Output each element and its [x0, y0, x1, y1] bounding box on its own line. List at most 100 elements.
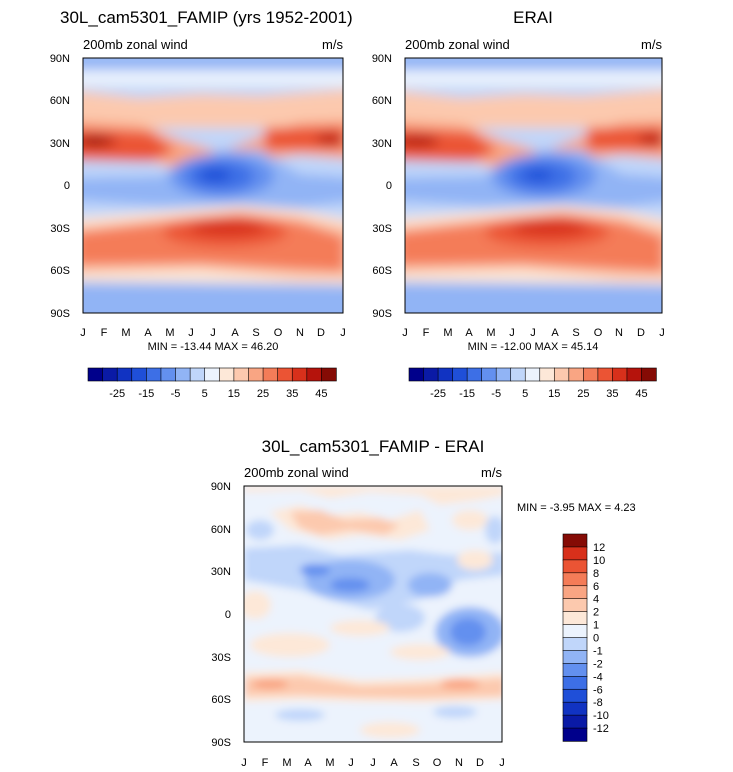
variable-label: 200mb zonal wind	[83, 37, 188, 52]
colorbar-swatch	[597, 367, 614, 382]
x-tick-label: J	[340, 327, 346, 339]
plot-frame	[404, 57, 663, 314]
x-tick-label: S	[412, 757, 419, 769]
colorbar-swatch	[233, 367, 250, 382]
colorbar-tick-label: 45	[635, 388, 647, 400]
colorbar-swatch	[160, 367, 177, 382]
variable-label: 200mb zonal wind	[244, 465, 349, 480]
x-tick-label: F	[101, 327, 108, 339]
colorbar-swatch	[189, 367, 206, 382]
colorbar-swatch	[321, 367, 337, 382]
y-tick-label: 60N	[211, 524, 231, 536]
colorbar-swatch	[562, 688, 588, 703]
wind-field	[405, 58, 662, 313]
colorbar-swatch	[562, 624, 588, 639]
panel-model: 30L_cam5301_FAMIP (yrs 1952-2001) 200mb …	[50, 8, 353, 400]
x-tick-label: J	[509, 327, 515, 339]
colorbar-swatch	[481, 367, 497, 382]
colorbar-tick-label: 8	[593, 568, 599, 580]
colorbar-swatch	[175, 367, 191, 382]
x-tick-label: S	[252, 327, 259, 339]
colorbar-tick-label: -12	[593, 723, 609, 735]
y-tick-label: 60N	[50, 95, 70, 107]
x-tick-label: F	[423, 327, 430, 339]
colorbar-tick-label: 0	[593, 633, 599, 645]
colorbar-swatch	[204, 367, 220, 382]
colorbar-swatch	[248, 367, 264, 382]
colorbar	[408, 367, 657, 382]
colorbar-swatch	[466, 367, 483, 382]
colorbar-swatch	[510, 367, 526, 382]
colorbar-tick-label: -2	[593, 658, 603, 670]
colorbar-swatch	[562, 533, 588, 548]
y-tick-label: 90S	[211, 737, 231, 749]
x-tick-label: D	[317, 327, 325, 339]
min-max-stats: MIN = -3.95 MAX = 4.23	[517, 502, 636, 514]
x-tick-label: S	[572, 327, 579, 339]
y-tick-label: 0	[225, 609, 231, 621]
panel-difference: 30L_cam5301_FAMIP - ERAI 200mb zonal win…	[211, 437, 636, 769]
colorbar-swatch	[562, 585, 588, 600]
colorbar-tick-label: -8	[593, 697, 603, 709]
units-label: m/s	[322, 37, 343, 52]
colorbar-tick-label: -1	[593, 645, 603, 657]
colorbar-tick-label: 25	[257, 388, 269, 400]
colorbar-swatch	[553, 367, 570, 382]
colorbar-swatch	[277, 367, 293, 382]
colorbar-swatch	[452, 367, 468, 382]
colorbar-labels: -25 -15 -5 5 15 25 35 45	[430, 388, 647, 400]
panel-erai: ERAI 200mb zonal wind m/s	[372, 8, 665, 400]
colorbar-swatch	[291, 367, 308, 382]
colorbar-swatch	[539, 367, 555, 382]
colorbar-tick-label: -15	[138, 388, 154, 400]
x-tick-label: O	[433, 757, 442, 769]
colorbar	[562, 533, 588, 742]
colorbar-tick-label: 6	[593, 581, 599, 593]
colorbar-swatch	[131, 367, 148, 382]
colorbar-tick-label: 25	[577, 388, 589, 400]
x-tick-label: O	[594, 327, 603, 339]
x-tick-label: M	[443, 327, 452, 339]
y-tick-label: 60S	[211, 694, 231, 706]
colorbar-tick-label: 35	[606, 388, 618, 400]
y-tick-label: 90N	[211, 481, 231, 493]
colorbar-tick-label: 15	[548, 388, 560, 400]
y-tick-label: 0	[64, 180, 70, 192]
colorbar-swatch	[102, 367, 118, 382]
colorbar-tick-label: 2	[593, 607, 599, 619]
y-tick-label: 90N	[50, 53, 70, 65]
colorbar-swatch	[408, 367, 425, 382]
x-tick-label: J	[241, 757, 247, 769]
x-tick-label: J	[80, 327, 86, 339]
colorbar-tick-label: 15	[228, 388, 240, 400]
plot-frame	[243, 485, 503, 743]
x-tick-label: J	[210, 327, 216, 339]
colorbar-tick-label: 12	[593, 542, 605, 554]
x-tick-label: J	[659, 327, 665, 339]
colorbar-tick-label: 4	[593, 594, 599, 606]
colorbar-swatch	[641, 367, 657, 382]
colorbar-swatch	[437, 367, 454, 382]
colorbar-tick-label: 45	[315, 388, 327, 400]
panel-title: 30L_cam5301_FAMIP - ERAI	[262, 437, 485, 456]
x-tick-label: O	[274, 327, 283, 339]
y-tick-label: 60N	[372, 95, 392, 107]
y-tick-label: 30S	[50, 223, 70, 235]
y-tick-label: 30S	[372, 223, 392, 235]
colorbar-swatch	[612, 367, 628, 382]
x-tick-label: M	[325, 757, 334, 769]
y-tick-label: 30S	[211, 652, 231, 664]
colorbar-tick-label: 35	[286, 388, 298, 400]
x-tick-label: M	[486, 327, 495, 339]
x-tick-label: A	[390, 757, 398, 769]
colorbar-tick-label: 5	[202, 388, 208, 400]
x-tick-label: J	[530, 327, 536, 339]
x-tick-label: J	[348, 757, 354, 769]
colorbar-tick-label: -5	[491, 388, 501, 400]
colorbar-tick-label: 5	[522, 388, 528, 400]
y-tick-label: 30N	[50, 138, 70, 150]
colorbar-swatch	[562, 650, 588, 665]
units-label: m/s	[641, 37, 662, 52]
colorbar-swatch	[562, 714, 588, 729]
